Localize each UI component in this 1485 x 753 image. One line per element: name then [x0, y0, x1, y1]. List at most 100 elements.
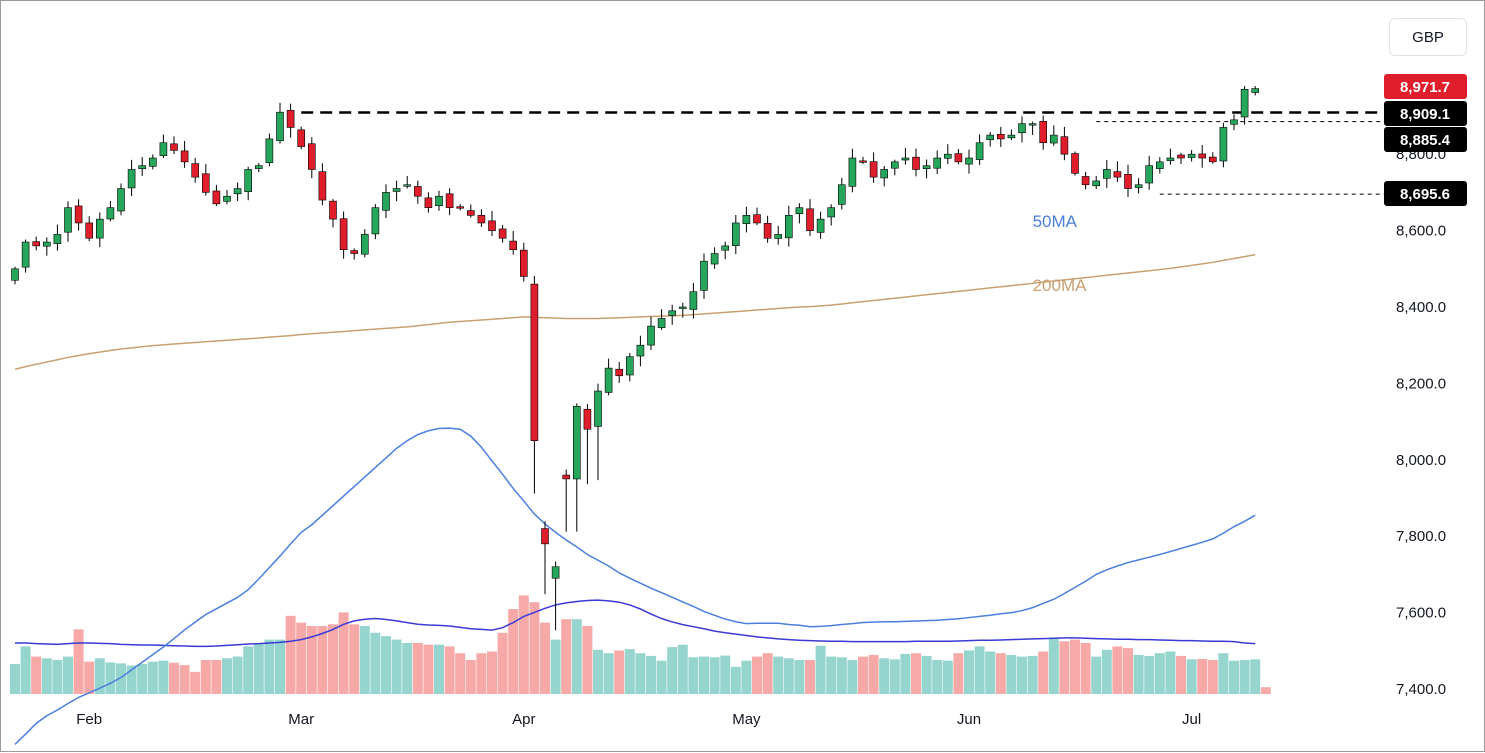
- candle[interactable]: [138, 156, 146, 176]
- candle[interactable]: [96, 212, 104, 248]
- candle[interactable]: [42, 237, 51, 256]
- candle[interactable]: [763, 215, 772, 243]
- candle[interactable]: [1198, 144, 1206, 168]
- price-axis[interactable]: 7,400.0 7,600.0 7,800.0 8,000.0 8,200.0 8,400…: [1396, 77, 1446, 698]
- candle[interactable]: [784, 205, 793, 247]
- candle[interactable]: [382, 184, 390, 219]
- candle[interactable]: [159, 134, 168, 159]
- candle[interactable]: [636, 335, 645, 367]
- candle[interactable]: [1050, 125, 1058, 146]
- candle[interactable]: [149, 154, 157, 170]
- candle[interactable]: [657, 309, 666, 330]
- candle[interactable]: [456, 203, 465, 211]
- candle[interactable]: [541, 521, 549, 595]
- candle[interactable]: [519, 242, 528, 282]
- candle[interactable]: [986, 132, 995, 147]
- candle[interactable]: [827, 204, 836, 226]
- candle[interactable]: [350, 248, 359, 260]
- candle[interactable]: [1113, 161, 1122, 182]
- candle[interactable]: [954, 149, 963, 165]
- candle[interactable]: [297, 126, 306, 150]
- currency-button[interactable]: GBP: [1389, 18, 1467, 56]
- candlesticks[interactable]: [11, 86, 1259, 631]
- candle[interactable]: [689, 283, 698, 319]
- candle[interactable]: [912, 148, 920, 177]
- candle[interactable]: [753, 207, 761, 226]
- candle[interactable]: [488, 210, 496, 236]
- candle[interactable]: [202, 164, 210, 196]
- candle[interactable]: [307, 137, 316, 179]
- candle[interactable]: [922, 159, 931, 179]
- candle[interactable]: [276, 102, 284, 144]
- candle[interactable]: [551, 561, 560, 631]
- candle[interactable]: [721, 241, 730, 260]
- candle[interactable]: [731, 214, 740, 255]
- candle[interactable]: [244, 166, 252, 201]
- candle[interactable]: [1018, 116, 1026, 143]
- candle[interactable]: [85, 216, 93, 242]
- candle[interactable]: [1039, 115, 1047, 150]
- candle[interactable]: [32, 236, 41, 251]
- candle[interactable]: [1219, 122, 1228, 168]
- candle[interactable]: [1124, 164, 1132, 197]
- candle[interactable]: [371, 204, 380, 240]
- candle[interactable]: [403, 176, 412, 189]
- candle[interactable]: [668, 304, 677, 325]
- candle[interactable]: [678, 302, 687, 318]
- candle[interactable]: [424, 192, 433, 213]
- candle[interactable]: [965, 149, 973, 174]
- candle[interactable]: [816, 211, 825, 239]
- candle[interactable]: [880, 166, 889, 187]
- candle[interactable]: [106, 200, 115, 222]
- candle[interactable]: [466, 204, 475, 218]
- candle[interactable]: [1240, 86, 1249, 125]
- candle[interactable]: [74, 199, 83, 231]
- candle[interactable]: [170, 136, 178, 155]
- candle[interactable]: [64, 201, 72, 242]
- candle[interactable]: [1230, 114, 1238, 131]
- candle[interactable]: [615, 361, 624, 383]
- candle[interactable]: [562, 469, 571, 532]
- candle[interactable]: [1209, 152, 1217, 164]
- candle[interactable]: [742, 206, 751, 233]
- candle[interactable]: [1071, 151, 1079, 176]
- candle[interactable]: [975, 134, 984, 165]
- candle[interactable]: [594, 383, 602, 481]
- candle[interactable]: [572, 403, 581, 532]
- candle[interactable]: [180, 140, 189, 168]
- candle[interactable]: [1028, 121, 1037, 135]
- candle[interactable]: [265, 133, 274, 167]
- candle[interactable]: [286, 103, 295, 138]
- candle[interactable]: [837, 177, 846, 210]
- candle[interactable]: [413, 180, 422, 204]
- candle[interactable]: [806, 199, 814, 236]
- candle[interactable]: [1145, 155, 1153, 190]
- candle[interactable]: [392, 180, 401, 202]
- candle[interactable]: [859, 156, 867, 164]
- candle[interactable]: [943, 144, 952, 165]
- candle[interactable]: [339, 211, 348, 259]
- candle[interactable]: [1156, 157, 1164, 174]
- candle[interactable]: [774, 225, 783, 245]
- candle[interactable]: [1060, 126, 1069, 161]
- candle[interactable]: [477, 209, 486, 227]
- candle[interactable]: [53, 224, 62, 251]
- candle[interactable]: [509, 230, 518, 255]
- candle[interactable]: [360, 229, 369, 258]
- candle[interactable]: [1092, 176, 1100, 190]
- candle[interactable]: [890, 159, 899, 176]
- candle[interactable]: [869, 152, 878, 183]
- candle[interactable]: [117, 183, 125, 216]
- candle[interactable]: [435, 190, 443, 211]
- candle[interactable]: [604, 358, 613, 396]
- candle[interactable]: [233, 182, 242, 201]
- candle[interactable]: [1187, 150, 1196, 162]
- candle[interactable]: [625, 353, 634, 382]
- candle[interactable]: [445, 188, 454, 216]
- candle[interactable]: [848, 148, 857, 193]
- candle[interactable]: [1166, 148, 1175, 165]
- candle[interactable]: [933, 150, 942, 175]
- candle[interactable]: [21, 239, 30, 273]
- candle[interactable]: [223, 189, 231, 205]
- candle[interactable]: [212, 184, 221, 206]
